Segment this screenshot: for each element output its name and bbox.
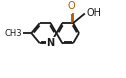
Text: N: N bbox=[46, 38, 55, 48]
Text: O: O bbox=[68, 1, 75, 11]
Text: CH3: CH3 bbox=[5, 29, 22, 38]
Text: OH: OH bbox=[86, 9, 101, 18]
